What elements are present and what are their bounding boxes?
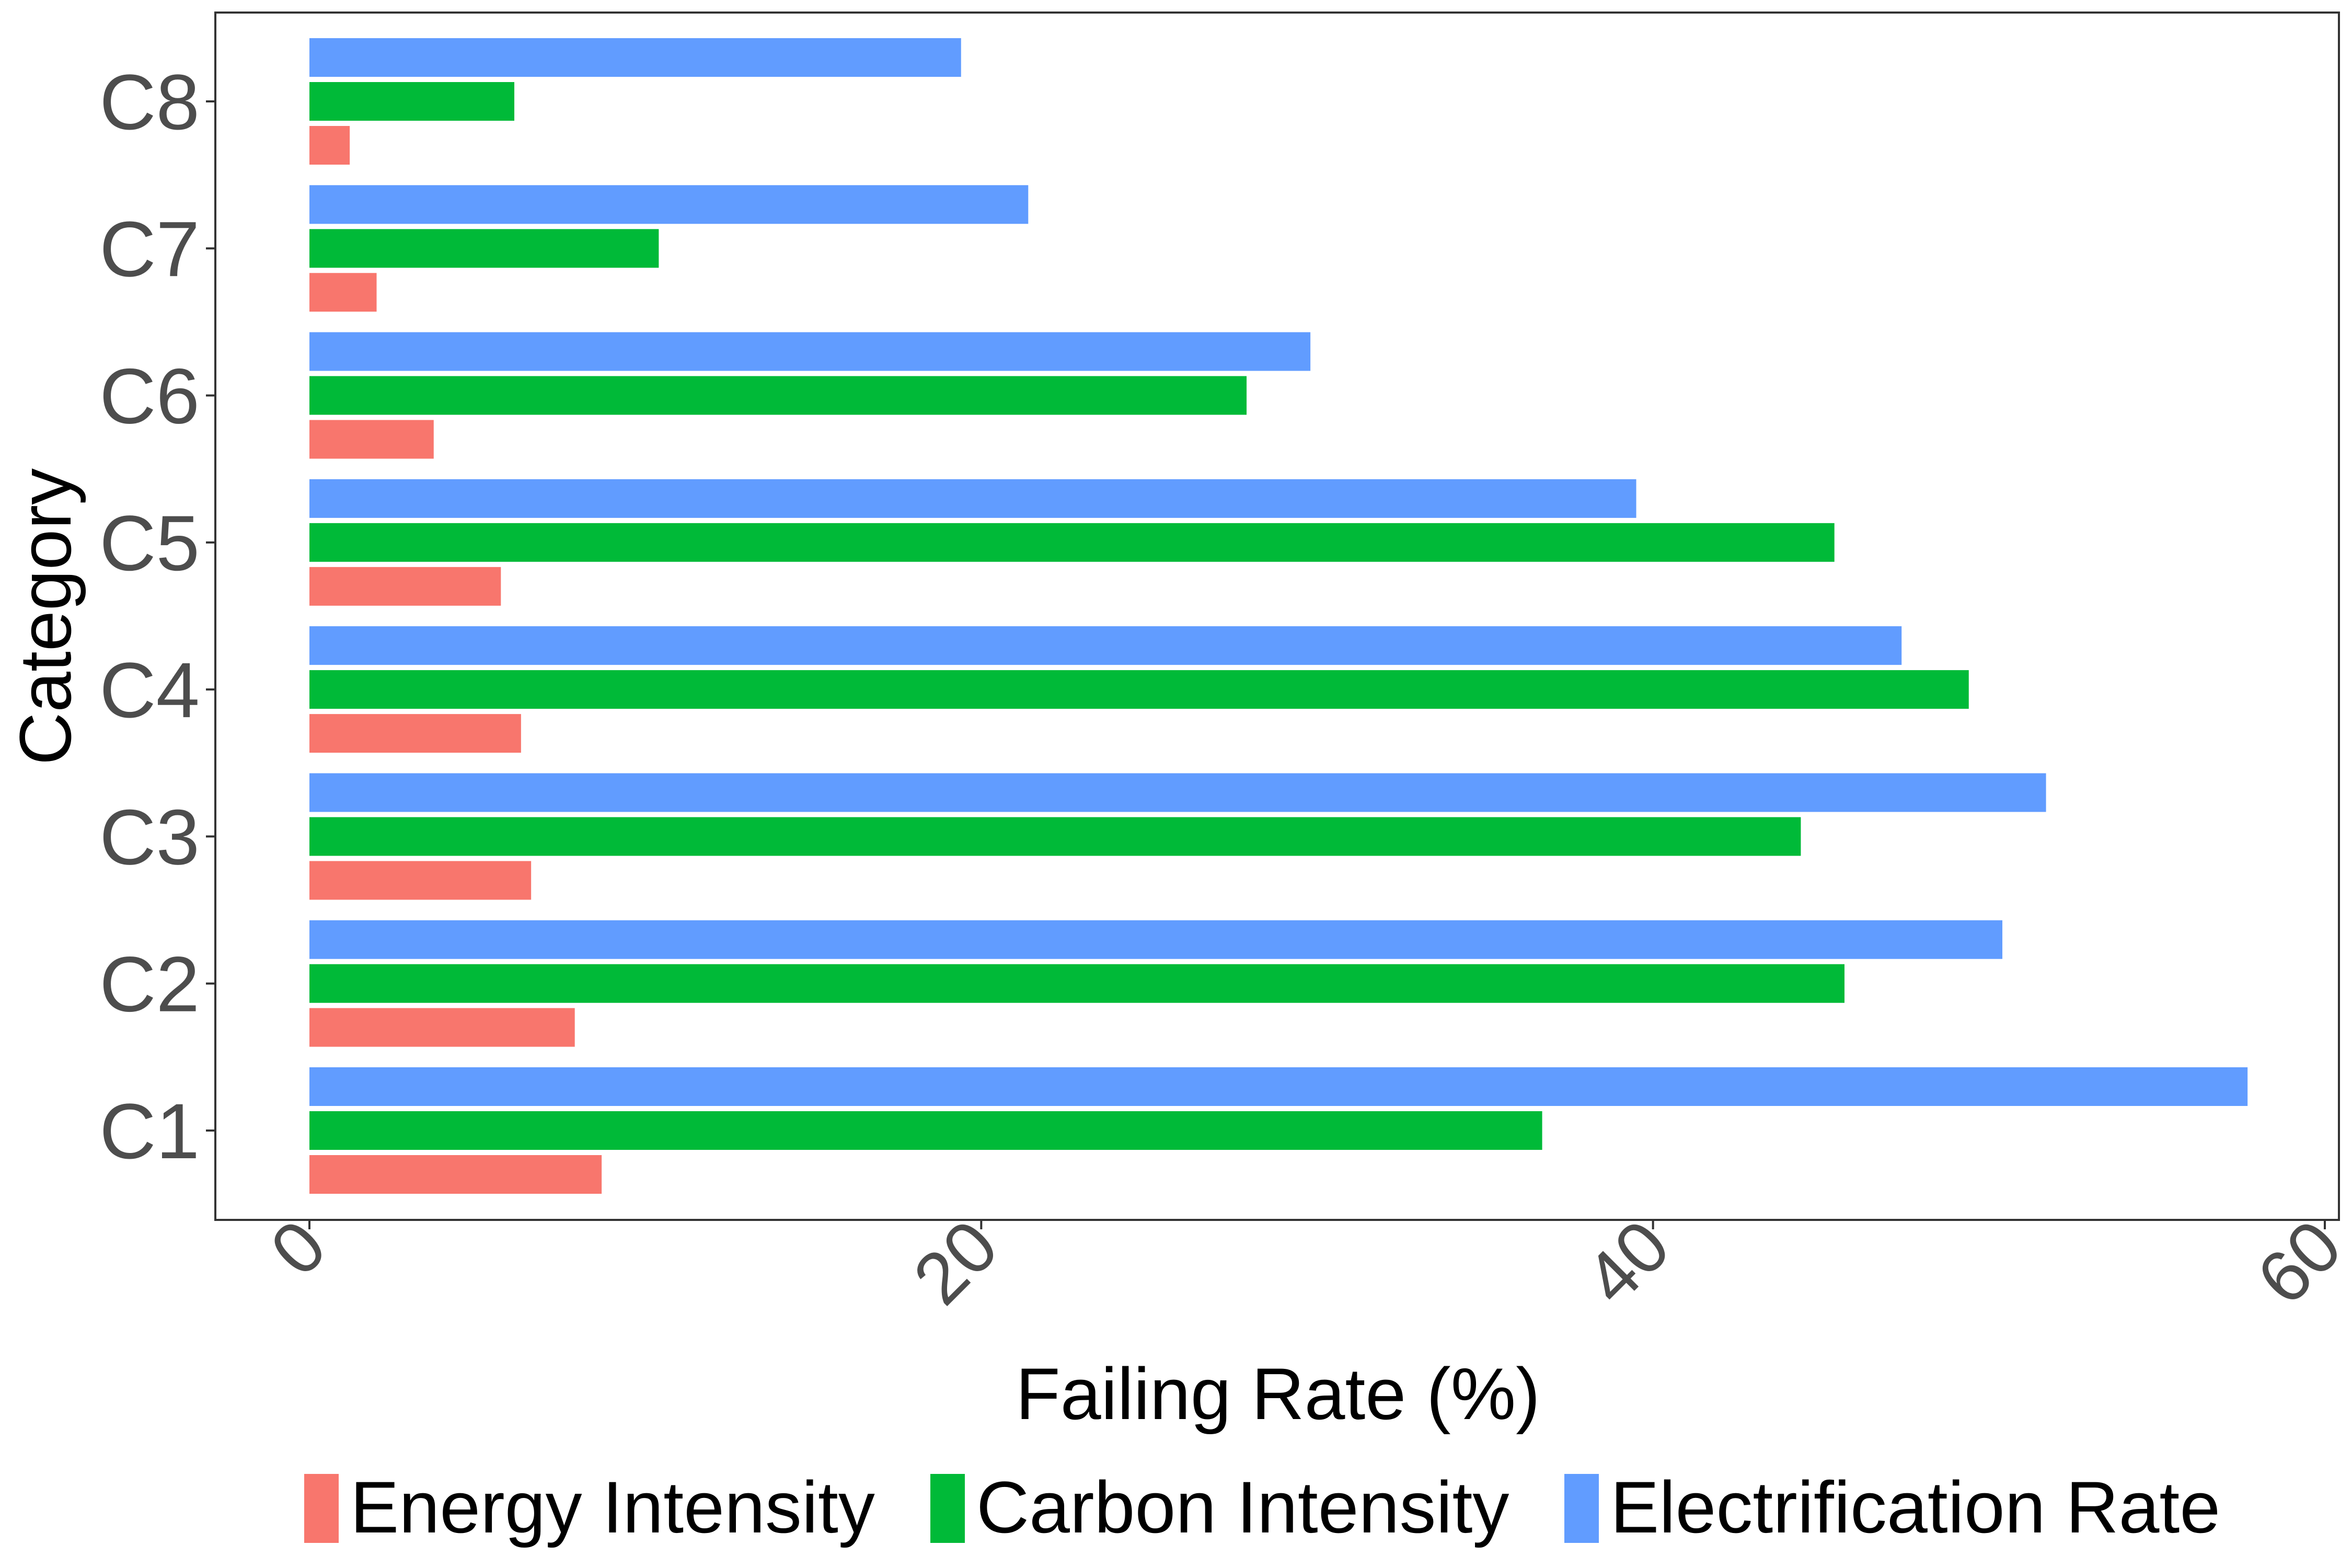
bar-energy-intensity-c3 bbox=[309, 861, 532, 900]
x-tick-label-20: 20 bbox=[897, 1204, 1013, 1320]
bar-carbon-intensity-c8 bbox=[309, 82, 515, 121]
bars-group bbox=[309, 38, 2248, 1194]
y-tick-label-c4: C4 bbox=[99, 646, 200, 734]
bar-electrification-rate-c1 bbox=[309, 1067, 2248, 1106]
x-tick-label-40: 40 bbox=[1570, 1204, 1685, 1320]
y-tick-label-c3: C3 bbox=[99, 793, 200, 881]
bar-energy-intensity-c7 bbox=[309, 273, 377, 312]
legend-label-electrification-rate: Electrification Rate bbox=[1610, 1466, 2220, 1548]
bar-energy-intensity-c6 bbox=[309, 420, 434, 459]
legend-key-energy-intensity bbox=[304, 1474, 339, 1543]
bar-carbon-intensity-c7 bbox=[309, 229, 659, 268]
bar-electrification-rate-c4 bbox=[309, 626, 1902, 665]
bar-energy-intensity-c8 bbox=[309, 126, 350, 165]
bar-carbon-intensity-c1 bbox=[309, 1111, 1542, 1150]
bar-electrification-rate-c8 bbox=[309, 38, 961, 77]
bar-energy-intensity-c1 bbox=[309, 1155, 602, 1194]
bar-electrification-rate-c5 bbox=[309, 479, 1636, 518]
bar-carbon-intensity-c2 bbox=[309, 964, 1844, 1003]
legend-key-carbon-intensity bbox=[930, 1474, 965, 1543]
bar-electrification-rate-c7 bbox=[309, 185, 1029, 224]
bar-electrification-rate-c6 bbox=[309, 332, 1311, 371]
y-tick-label-c6: C6 bbox=[99, 352, 200, 440]
y-axis: C1 C2 C3 C4 C5 C6 C7 C8 bbox=[99, 58, 215, 1175]
bar-carbon-intensity-c4 bbox=[309, 670, 1969, 709]
bar-electrification-rate-c3 bbox=[309, 773, 2046, 812]
y-tick-label-c5: C5 bbox=[99, 499, 200, 587]
x-axis-title: Failing Rate (%) bbox=[1016, 1353, 1540, 1435]
legend-label-carbon-intensity: Carbon Intensity bbox=[976, 1466, 1509, 1548]
legend-key-electrification-rate bbox=[1564, 1474, 1599, 1543]
bar-energy-intensity-c4 bbox=[309, 714, 521, 753]
x-tick-label-60: 60 bbox=[2241, 1204, 2352, 1320]
bar-energy-intensity-c5 bbox=[309, 567, 501, 606]
bar-carbon-intensity-c5 bbox=[309, 523, 1835, 562]
bar-energy-intensity-c2 bbox=[309, 1008, 575, 1047]
y-tick-label-c8: C8 bbox=[99, 58, 200, 146]
y-tick-label-c2: C2 bbox=[99, 940, 200, 1028]
y-tick-label-c7: C7 bbox=[99, 205, 200, 293]
bar-carbon-intensity-c3 bbox=[309, 817, 1801, 856]
legend: Energy Intensity Carbon Intensity Electrif… bbox=[304, 1466, 2220, 1548]
bar-electrification-rate-c2 bbox=[309, 920, 2003, 959]
legend-label-energy-intensity: Energy Intensity bbox=[350, 1466, 875, 1548]
bar-carbon-intensity-c6 bbox=[309, 376, 1247, 415]
y-axis-title: Category bbox=[4, 468, 86, 765]
x-axis: 0 20 40 60 bbox=[255, 1204, 2352, 1320]
y-tick-label-c1: C1 bbox=[99, 1087, 200, 1175]
